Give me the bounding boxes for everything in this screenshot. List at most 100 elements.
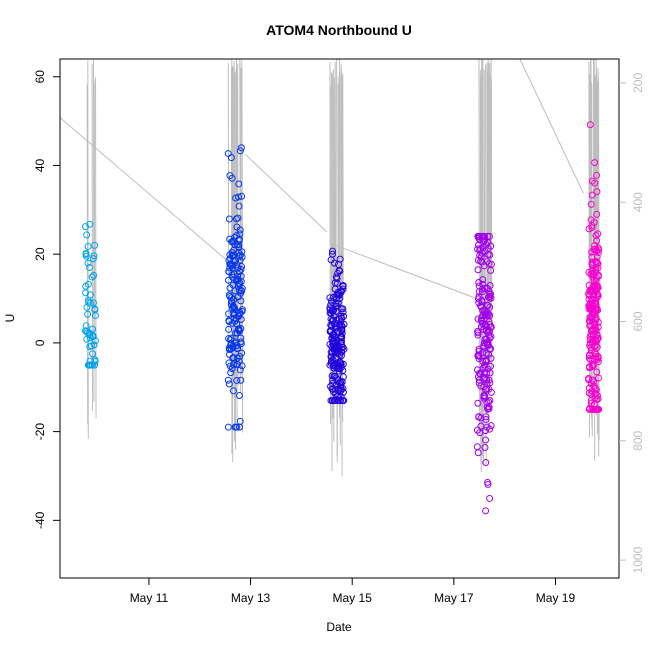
data-point [232,338,240,346]
data-point [328,380,336,388]
data-point [335,365,343,373]
data-point [484,341,492,349]
data-point [482,507,490,515]
chart-title: ATOM4 Northbound U [266,22,412,38]
data-point [591,285,599,293]
data-point [225,325,233,333]
data-point [335,397,343,405]
data-point [484,480,492,488]
data-point [91,241,99,249]
data-point [592,326,600,334]
data-point [328,372,336,380]
x-tick-label: May 11 [130,591,169,605]
data-point [86,264,94,272]
data-point [331,279,339,287]
data-point [330,259,338,267]
data-point [487,260,495,268]
data-point [484,327,492,335]
data-point [339,282,347,290]
data-point [486,294,494,302]
data-point [482,459,490,467]
data-point [477,382,485,390]
data-point [486,369,494,377]
depth-profile [340,64,343,384]
data-point [591,159,599,167]
data-point [480,343,488,351]
right-tick-label: 600 [631,311,645,331]
depth-profile [236,78,238,302]
data-point [487,354,495,362]
data-point [588,258,596,266]
data-point [233,376,241,384]
data-point [588,253,596,261]
data-point [475,355,483,363]
data-point [84,280,92,288]
data-point [334,350,342,358]
data-point [484,338,492,346]
data-point [587,270,595,278]
data-point [338,314,346,322]
data-point [588,296,596,304]
data-point [236,366,244,374]
data-point [235,423,243,431]
data-point [328,247,336,255]
right-y-axis: 200 400 600 800 1000 [619,73,645,573]
data-point [593,293,601,301]
data-point [478,249,486,257]
data-point [236,268,244,276]
data-point [476,245,484,253]
data-point [476,236,484,244]
data-point [328,353,336,361]
data-point [484,310,492,318]
data-point [232,194,240,202]
data-point [89,255,97,263]
data-point [238,349,246,357]
data-point [235,202,243,210]
data-point [236,279,244,287]
data-point [473,443,481,451]
data-point [225,380,233,388]
data-point [588,305,596,313]
data-point [233,423,241,431]
data-point [86,357,94,365]
data-point [328,357,336,365]
data-point [592,405,600,413]
data-point [476,370,484,378]
y-tick-label: 0 [33,339,47,346]
data-point [591,245,599,253]
data-point [238,307,246,315]
data-point [592,353,600,361]
data-point [83,303,91,311]
depth-profile [490,81,493,382]
data-point [236,256,244,264]
data-point [593,237,601,245]
data-point [485,331,493,339]
data-point [237,315,245,323]
depth-connector [331,243,475,299]
data-point [481,284,489,292]
data-point [477,422,485,430]
data-point [589,405,597,413]
data-point [477,253,485,261]
data-point [482,241,490,249]
x-axis: May 11 May 13 May 15 May 17 May 19 [130,578,575,605]
data-point [593,188,601,196]
data-point [238,362,246,370]
data-point [474,245,482,253]
data-point [331,324,339,332]
data-points [81,121,603,515]
data-point [225,317,233,325]
data-point [235,193,243,201]
data-point [236,230,244,238]
data-point [485,312,493,320]
right-tick-label: 800 [631,430,645,450]
data-point [232,232,240,240]
data-point [594,230,602,238]
data-point [331,397,339,405]
y-tick-label: 40 [33,158,47,172]
data-point [332,374,340,382]
data-point [337,352,345,360]
data-point [225,268,233,276]
data-point [237,334,245,342]
y-tick-label: -20 [33,423,47,441]
